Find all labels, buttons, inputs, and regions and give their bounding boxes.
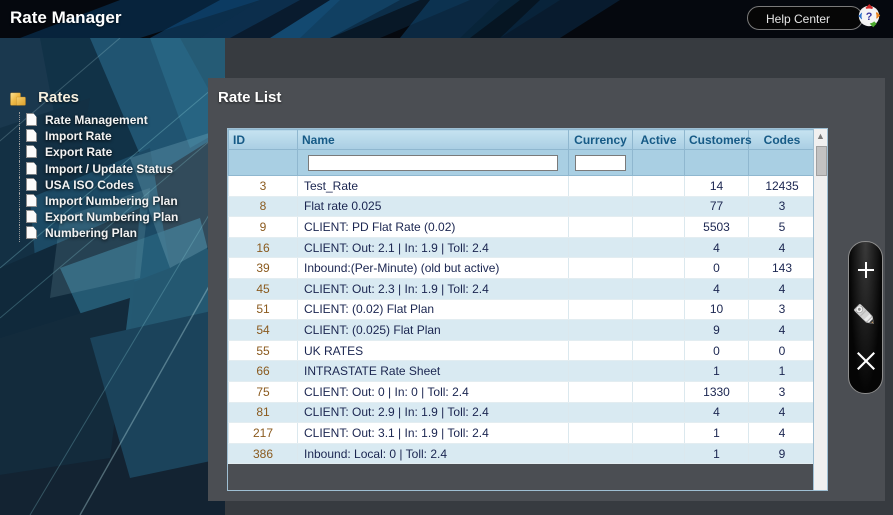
svg-text:?: ? [866,11,873,23]
